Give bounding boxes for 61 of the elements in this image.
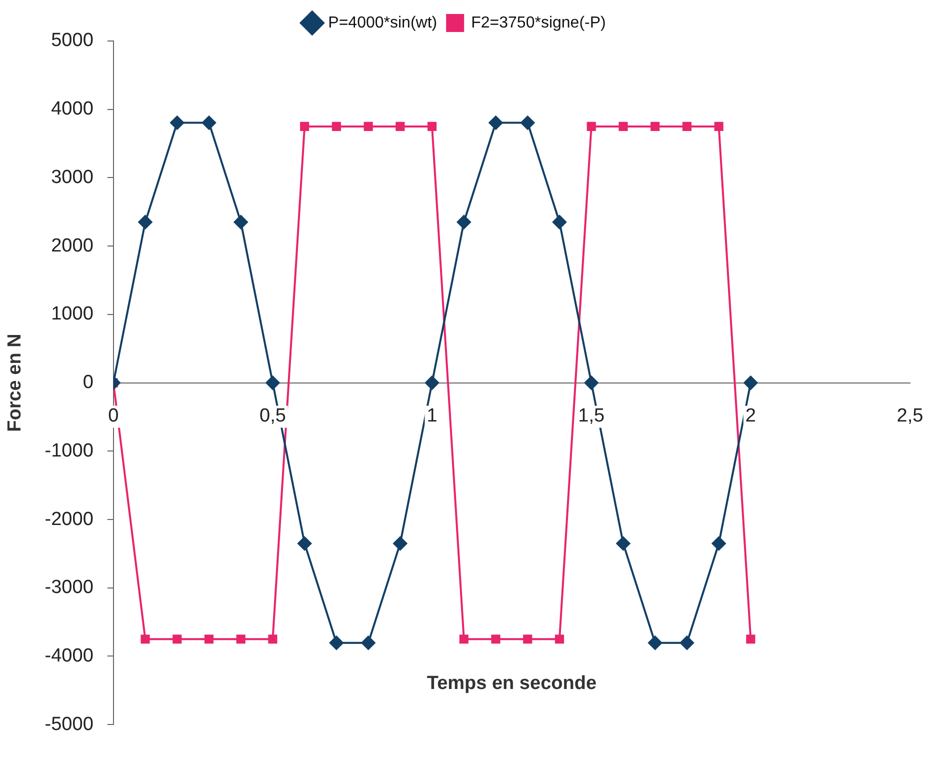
point — [329, 636, 344, 650]
point — [396, 122, 405, 131]
point — [491, 634, 500, 644]
point — [172, 634, 182, 644]
y-tick-label: -1000 — [44, 440, 94, 462]
y-tick-label: -5000 — [44, 714, 94, 735]
x-tick-label: 0 — [108, 406, 119, 427]
point — [140, 634, 150, 644]
point — [364, 122, 373, 131]
y-tick-label: 4000 — [51, 98, 94, 120]
point — [170, 116, 184, 130]
point — [616, 536, 630, 551]
point — [746, 634, 756, 644]
point — [138, 215, 152, 230]
point — [584, 376, 598, 390]
point — [204, 634, 214, 644]
point — [456, 215, 471, 230]
point — [202, 116, 216, 130]
point — [361, 636, 376, 650]
point — [268, 634, 278, 644]
point — [648, 636, 662, 650]
point — [650, 122, 660, 131]
x-tick-label: 2,5 — [896, 406, 924, 427]
point — [300, 122, 310, 131]
legend-label: P=4000*sin(wt) — [328, 14, 438, 32]
y-tick-label: -3000 — [44, 577, 94, 598]
y-tick-label: 5000 — [51, 30, 94, 52]
point — [332, 122, 341, 131]
point — [459, 634, 468, 644]
point — [298, 536, 312, 551]
x-tick-label: 1,5 — [578, 406, 605, 427]
y-tick-label: -4000 — [44, 645, 94, 666]
point — [236, 634, 246, 644]
x-tick-label: 0,5 — [260, 406, 286, 427]
y-tick-label: 0 — [82, 372, 94, 394]
point — [428, 122, 437, 131]
x-tick-label: 2 — [745, 406, 756, 427]
point — [618, 122, 628, 131]
y-tick-label: 2000 — [51, 235, 94, 256]
point — [393, 536, 408, 551]
point — [234, 215, 248, 230]
point — [552, 215, 566, 230]
x-axis-title: Temps en seconde — [426, 672, 597, 694]
point — [488, 116, 503, 130]
y-tick-label: -2000 — [44, 508, 94, 530]
point — [520, 116, 535, 130]
x-tick-label: 1 — [426, 406, 438, 427]
point — [425, 376, 440, 390]
point — [714, 122, 724, 131]
point — [712, 536, 726, 551]
legend-label: F2=3750*signe(-P) — [471, 14, 606, 32]
point — [266, 376, 280, 390]
point — [744, 376, 758, 390]
point — [586, 122, 596, 131]
y-tick-label: 3000 — [51, 166, 94, 188]
point — [680, 636, 694, 650]
y-axis-title: Force en N — [4, 334, 26, 432]
point — [554, 634, 564, 644]
point — [523, 634, 532, 644]
y-tick-label: 1000 — [51, 304, 94, 325]
point — [682, 122, 692, 131]
